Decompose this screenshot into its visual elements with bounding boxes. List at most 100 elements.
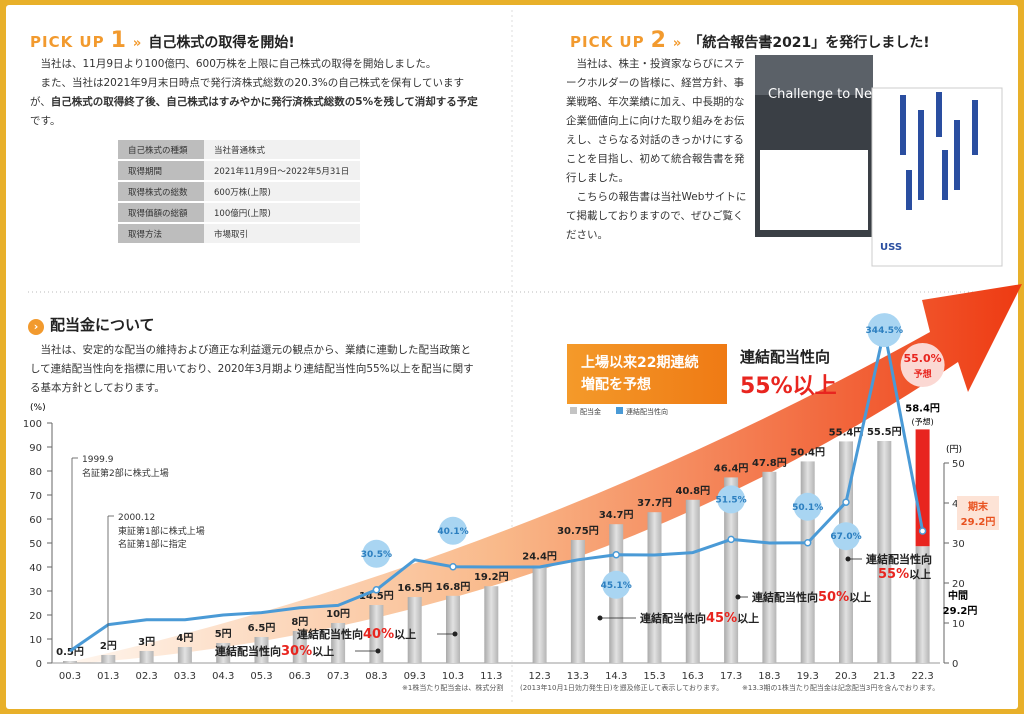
bar bbox=[762, 471, 777, 663]
x-tick-label: 22.3 bbox=[911, 671, 933, 682]
payout-point bbox=[612, 551, 620, 559]
y2-tick-label: 10 bbox=[952, 619, 965, 630]
forecast-note: 予想 bbox=[914, 368, 932, 380]
paragraph: また、当社は2021年9月末日時点で発行済株式総数の20.3%の自己株式を保有し… bbox=[30, 74, 480, 131]
paragraph: こちらの報告書は当社Webサイトにて掲載しておりますので、ぜひご覧ください。 bbox=[566, 191, 747, 241]
pickup-number: 1 bbox=[110, 28, 127, 53]
policy-suffix: 以上 bbox=[394, 627, 416, 641]
x-tick-label: 06.3 bbox=[289, 671, 311, 682]
x-tick-label: 13.3 bbox=[567, 671, 589, 682]
bar-label: 37.7円 bbox=[637, 497, 672, 509]
y2-tick-label: 0 bbox=[952, 659, 958, 670]
bar bbox=[800, 461, 815, 663]
y-axis-label: (%) bbox=[30, 403, 46, 413]
y-tick-label: 70 bbox=[29, 491, 42, 502]
bar bbox=[446, 595, 460, 663]
x-tick-label: 00.3 bbox=[59, 671, 81, 682]
x-tick-label: 18.3 bbox=[758, 671, 780, 682]
y2-tick-label: 50 bbox=[952, 459, 965, 470]
pickup1-heading: PICK UP 1 » 自己株式の取得を開始! bbox=[30, 28, 295, 53]
x-tick-label: 09.3 bbox=[404, 671, 426, 682]
table-key: 取得期間 bbox=[118, 160, 204, 182]
policy-suffix: 以上 bbox=[312, 644, 334, 658]
payout-label: 40.1% bbox=[437, 527, 468, 537]
pickup-label: PICK UP bbox=[570, 33, 645, 51]
text: です。 bbox=[30, 115, 61, 127]
chevron: » bbox=[672, 36, 683, 51]
bar-label: 24.4円 bbox=[522, 550, 557, 562]
year-end-label: 期末 bbox=[968, 500, 989, 513]
bar bbox=[839, 441, 853, 663]
policy-suffix: 以上 bbox=[909, 567, 931, 581]
pickup2-body: 当社は、株主・投資家ならびにステークホルダーの皆様に、経営方針、事業戦略、年次業… bbox=[566, 55, 748, 245]
x-tick-label: 02.3 bbox=[135, 671, 157, 682]
policy-label: 連結配当性向 bbox=[740, 348, 831, 366]
payout-bubble bbox=[832, 522, 860, 551]
bar bbox=[877, 441, 892, 663]
chevron: » bbox=[132, 36, 143, 51]
bar-label: 5円 bbox=[215, 628, 232, 640]
event-text: 名証第2部に株式上場 bbox=[82, 467, 169, 479]
bar bbox=[724, 477, 739, 663]
x-tick-label: 20.3 bbox=[835, 671, 857, 682]
footnote: ※1株当たり配当金は、株式分割 bbox=[402, 683, 503, 692]
policy-prefix: 連結配当性向 bbox=[752, 590, 818, 604]
payout-bubble bbox=[362, 539, 391, 568]
x-tick-label: 05.3 bbox=[250, 671, 272, 682]
x-tick-label: 15.3 bbox=[643, 671, 665, 682]
bar bbox=[647, 512, 662, 663]
badge-line: 増配を予想 bbox=[581, 377, 651, 393]
bar-label: 6.5円 bbox=[248, 622, 276, 634]
table-key: 取得株式の総数 bbox=[118, 181, 204, 203]
bar bbox=[139, 651, 154, 663]
payout-point bbox=[727, 535, 735, 544]
table-row: 取得価額の総額 100億円(上限) bbox=[118, 202, 360, 224]
bar-label: 3円 bbox=[138, 636, 155, 648]
table-row: 取得株式の総数 600万株(上限) bbox=[118, 181, 360, 203]
bar bbox=[484, 586, 499, 663]
bar-label: 16.8円 bbox=[436, 581, 471, 593]
bar-label: 8円 bbox=[291, 616, 308, 628]
table-key: 自己株式の種類 bbox=[118, 140, 204, 161]
policy-annotation: 連結配当性向40%以上 bbox=[297, 627, 416, 642]
y2-tick-label: 30 bbox=[952, 539, 965, 550]
bar bbox=[63, 661, 77, 663]
payout-line bbox=[69, 328, 925, 653]
bar-label: 10円 bbox=[326, 608, 350, 620]
pickup1-body: 当社は、11月9日より100億円、600万株を上限に自己株式の取得を開始しました… bbox=[30, 55, 480, 131]
bar bbox=[216, 643, 231, 663]
table-key: 取得方法 bbox=[118, 223, 204, 245]
policy-suffix: 以上 bbox=[849, 590, 871, 604]
policy-annotation: 連結配当性向30%以上 bbox=[215, 644, 334, 659]
section-title: 配当金について bbox=[50, 316, 155, 334]
bar-label: 46.4円 bbox=[714, 462, 749, 474]
x-tick-label: 21.3 bbox=[873, 671, 895, 682]
x-tick-label: 01.3 bbox=[97, 671, 119, 682]
bar bbox=[570, 540, 585, 663]
policy-annotation: 連結配当性向45%以上 bbox=[640, 611, 759, 626]
bar bbox=[254, 637, 269, 663]
policy-annotation: 連結配当性向 55%以上 bbox=[866, 552, 932, 582]
bar-label: 19.2円 bbox=[474, 571, 509, 583]
x-tick-label: 12.3 bbox=[528, 671, 550, 682]
bar-interim bbox=[915, 546, 930, 663]
year-end-value: 29.2円 bbox=[961, 516, 996, 528]
footnote: (2013年10月1日効力発生日)を遡及修正して表示しております。 bbox=[520, 683, 723, 692]
year-end-box bbox=[957, 496, 999, 530]
table-value: 市場取引 bbox=[204, 223, 360, 245]
bar-label: 16.5円 bbox=[397, 582, 432, 594]
payout-bubble bbox=[793, 492, 822, 521]
table-value: 当社普通株式 bbox=[204, 140, 360, 161]
y2-tick-label: 20 bbox=[952, 579, 965, 590]
x-tick-label: 07.3 bbox=[327, 671, 349, 682]
payout-point bbox=[449, 563, 457, 571]
bar bbox=[101, 655, 116, 663]
table-value: 600万株(上限) bbox=[204, 181, 360, 203]
cover-brand: USS bbox=[880, 242, 902, 253]
y-tick-label: 90 bbox=[29, 443, 42, 454]
table-row: 自己株式の種類 当社普通株式 bbox=[118, 140, 360, 161]
policy-value: 55%以上 bbox=[740, 374, 837, 399]
payout-point bbox=[372, 586, 381, 594]
policy-annotation: 連結配当性向50%以上 bbox=[752, 590, 871, 605]
table-value: 100億円(上限) bbox=[204, 202, 360, 224]
